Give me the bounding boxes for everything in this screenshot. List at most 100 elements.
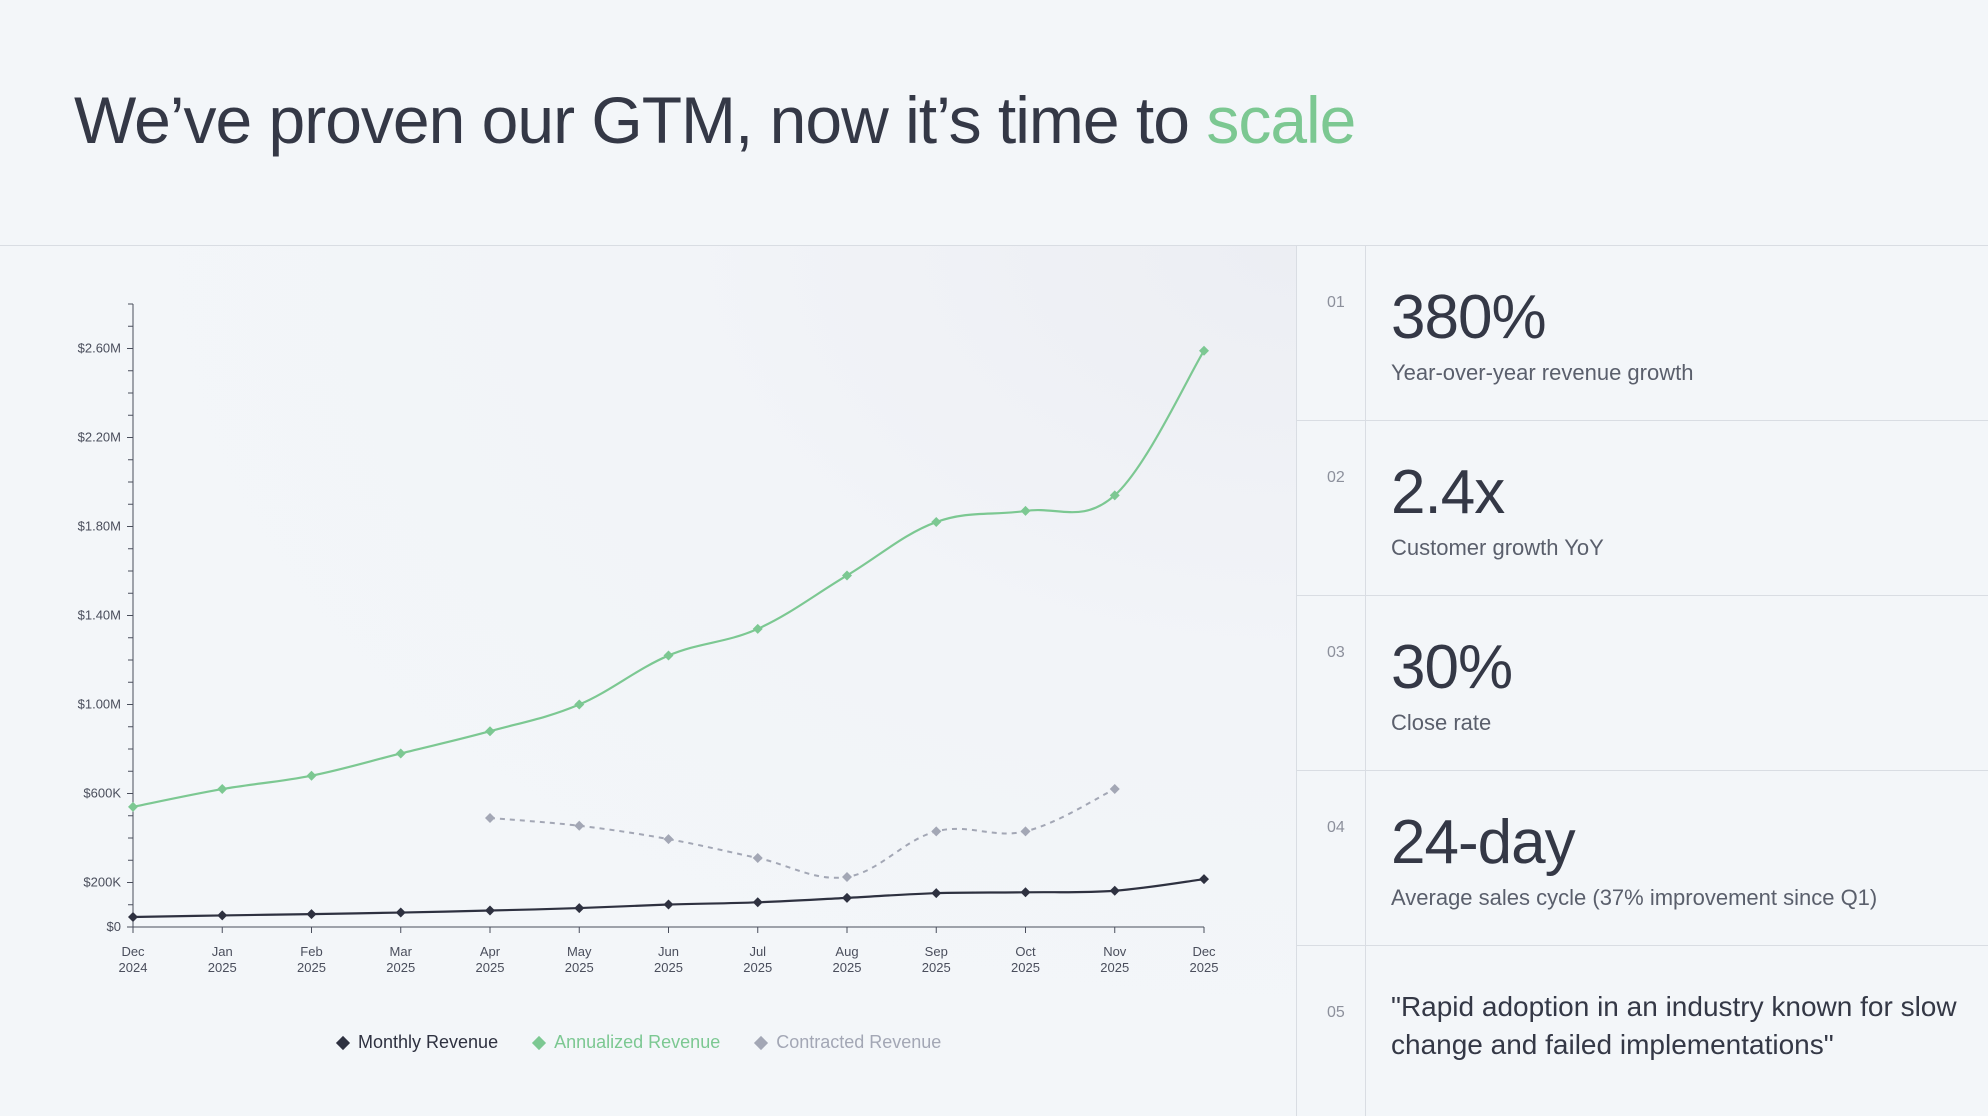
stat-value: 2.4x <box>1391 458 1505 527</box>
revenue-line-chart: $0 $200K $600K $1.00M $1.40M $1.80M $2.20M $2.6… <box>78 303 1219 975</box>
data-point-contracted-revenue <box>663 834 674 845</box>
data-point-annualized-revenue <box>574 699 585 710</box>
chart-legend: Monthly Revenue Annualized Revenue Contr… <box>335 1032 977 1053</box>
data-point-annualized-revenue <box>842 570 852 581</box>
data-point-monthly-revenue <box>663 899 674 910</box>
x-tick-label-month: Dec <box>1192 944 1216 959</box>
series-line-monthly-revenue <box>132 878 1205 919</box>
stat-row-1: 01 380% Year-over-year revenue growth <box>1297 246 1988 421</box>
y-tick-label: $2.60M <box>78 341 121 356</box>
y-tick-label: $1.80M <box>78 519 121 534</box>
data-point-contracted-revenue <box>1020 826 1031 837</box>
data-point-annualized-revenue <box>306 770 317 781</box>
data-point-monthly-revenue <box>752 897 763 908</box>
data-point-monthly-revenue <box>485 905 495 916</box>
data-point-monthly-revenue <box>1199 874 1209 885</box>
x-tick-label-month: Apr <box>480 944 501 959</box>
data-point-annualized-revenue <box>395 748 406 759</box>
data-point-contracted-revenue <box>1109 784 1120 795</box>
data-point-monthly-revenue <box>574 903 585 914</box>
x-tick-label-year: 2025 <box>208 960 237 975</box>
x-tick-label-year: 2025 <box>1190 960 1219 975</box>
y-tick-label: $1.40M <box>78 608 121 623</box>
x-tick-label-year: 2025 <box>1100 960 1129 975</box>
stats-divider-left <box>1296 246 1297 1116</box>
x-tick-label-month: Mar <box>390 944 413 959</box>
stat-value: 24-day <box>1391 808 1576 877</box>
x-tick-label-month: Dec <box>121 944 145 959</box>
data-point-contracted-revenue <box>485 812 495 823</box>
x-tick-label-month: May <box>567 944 592 959</box>
data-point-contracted-revenue <box>842 871 852 882</box>
legend-monthly-revenue[interactable]: Monthly Revenue <box>335 1032 499 1053</box>
stat-number: 01 <box>1327 294 1345 311</box>
data-point-monthly-revenue <box>395 907 406 918</box>
chart-panel: $0 $200K $600K $1.00M $1.40M $1.80M $2.20M $2.6… <box>0 246 1296 1116</box>
data-point-annualized-revenue <box>931 517 942 528</box>
stat-value: 30% <box>1391 633 1513 702</box>
stat-row-5: 05 "Rapid adoption in an industry known … <box>1297 946 1988 1116</box>
x-tick-label-month: Sep <box>925 944 948 959</box>
x-tick-label-year: 2025 <box>743 960 772 975</box>
stat-row-2: 02 2.4x Customer growth YoY <box>1297 421 1988 596</box>
data-point-annualized-revenue <box>663 650 674 661</box>
x-tick-label-year: 2025 <box>922 960 951 975</box>
x-tick-label-year: 2025 <box>386 960 415 975</box>
legend-contracted-label: Contracted Revenue <box>776 1032 942 1052</box>
data-point-annualized-revenue <box>752 623 763 634</box>
stat-label: Year-over-year revenue growth <box>1391 360 1694 385</box>
legend-contracted-revenue[interactable]: Contracted Revenue <box>754 1032 942 1053</box>
stat-label: Average sales cycle (37% improvement sin… <box>1391 885 1878 910</box>
stat-row-4: 04 24-day Average sales cycle (37% impro… <box>1297 771 1988 946</box>
stat-quote: "Rapid adoption in an industry known for… <box>1391 991 1957 1060</box>
data-point-monthly-revenue <box>217 910 228 921</box>
stat-number: 04 <box>1327 819 1345 836</box>
x-tick-label-year: 2025 <box>297 960 326 975</box>
data-point-annualized-revenue <box>128 801 138 812</box>
x-tick-label-year: 2025 <box>476 960 505 975</box>
y-tick-label: $600K <box>83 786 121 801</box>
data-point-contracted-revenue <box>752 853 763 864</box>
legend-monthly-marker <box>335 1035 351 1050</box>
data-point-annualized-revenue <box>1199 345 1209 356</box>
data-point-annualized-revenue <box>485 726 495 737</box>
series-line-contracted-revenue <box>489 788 1116 879</box>
legend-monthly-label: Monthly Revenue <box>358 1032 499 1052</box>
x-tick-label-year: 2025 <box>565 960 594 975</box>
stats-panel: 01 380% Year-over-year revenue growth 02… <box>1297 246 1988 1116</box>
page-title: We’ve proven our GTM, now it’s time to s… <box>74 82 1356 158</box>
data-point-monthly-revenue <box>306 909 317 920</box>
data-point-monthly-revenue <box>128 911 138 922</box>
legend-annualized-marker <box>532 1035 547 1050</box>
x-tick-label-year: 2025 <box>654 960 683 975</box>
legend-contracted-marker <box>754 1035 769 1050</box>
stat-number: 05 <box>1327 1004 1345 1021</box>
series-line-annualized-revenue <box>132 350 1205 808</box>
x-tick-label-month: Jan <box>212 944 233 959</box>
stat-number: 02 <box>1327 469 1345 486</box>
title-main: We’ve proven our GTM, now it’s time to <box>74 83 1207 157</box>
x-tick-label-year: 2024 <box>119 960 148 975</box>
stat-number: 03 <box>1327 644 1345 661</box>
stat-label: Close rate <box>1391 710 1492 735</box>
x-tick-label-year: 2025 <box>1011 960 1040 975</box>
y-tick-label: $1.00M <box>78 697 121 712</box>
x-tick-label-month: Aug <box>835 944 858 959</box>
stat-value: 380% <box>1391 283 1547 352</box>
header-divider <box>0 245 1988 246</box>
x-tick-label-month: Feb <box>300 944 322 959</box>
x-tick-label-month: Oct <box>1015 944 1036 959</box>
data-point-monthly-revenue <box>842 892 852 903</box>
data-point-monthly-revenue <box>1109 885 1120 896</box>
y-tick-label: $0 <box>107 919 121 934</box>
y-tick-label: $2.20M <box>78 430 121 445</box>
data-point-monthly-revenue <box>1020 887 1031 898</box>
y-tick-label: $200K <box>83 875 121 890</box>
x-tick-label-month: Nov <box>1103 944 1127 959</box>
data-point-monthly-revenue <box>931 888 942 899</box>
data-point-contracted-revenue <box>931 826 942 837</box>
legend-annualized-revenue[interactable]: Annualized Revenue <box>532 1032 720 1053</box>
x-tick-label-month: Jun <box>658 944 679 959</box>
title-accent: scale <box>1206 83 1356 157</box>
stat-label: Customer growth YoY <box>1391 535 1604 560</box>
